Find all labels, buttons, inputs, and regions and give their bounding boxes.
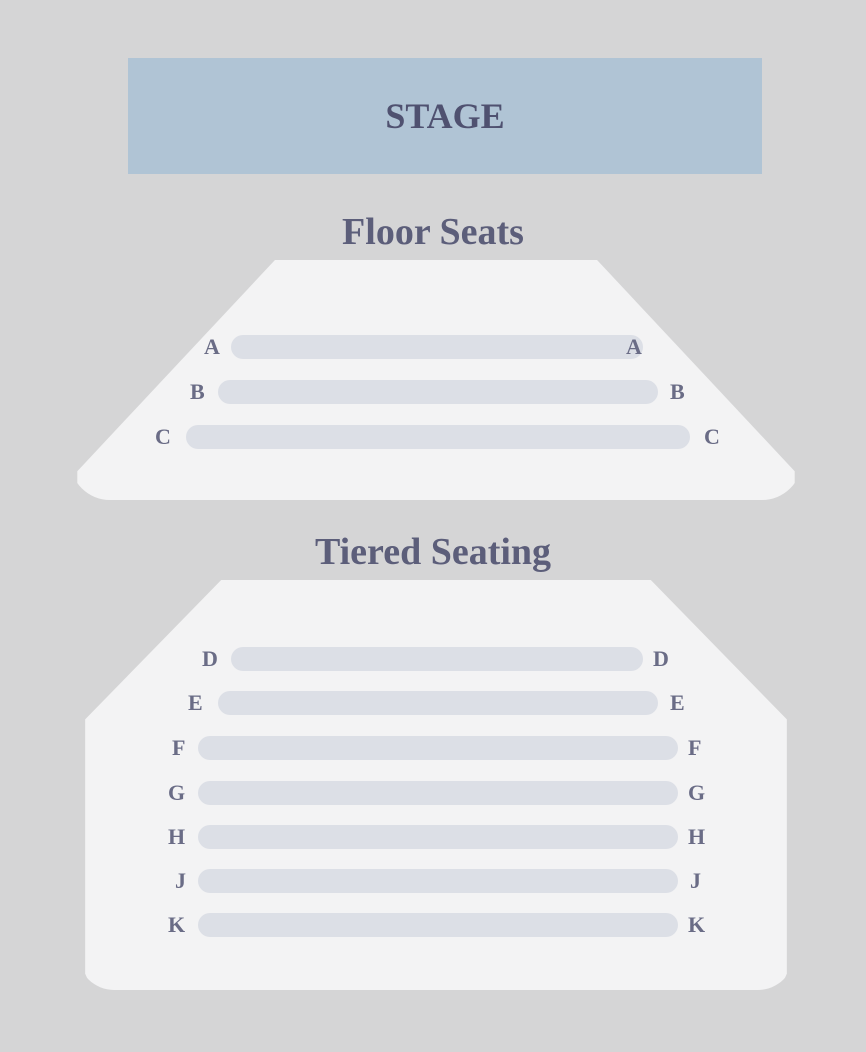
- row-label-right: J: [690, 868, 701, 894]
- row-label-left: E: [188, 690, 203, 716]
- seat-row-bar: [231, 335, 643, 359]
- seat-row-bar: [198, 781, 678, 805]
- seat-row-bar: [198, 825, 678, 849]
- row-label-right: B: [670, 379, 685, 405]
- row-label-left: A: [204, 334, 220, 360]
- seat-row-bar: [218, 691, 658, 715]
- row-label-left: K: [168, 912, 185, 938]
- floor-section-title: Floor Seats: [0, 210, 866, 254]
- seat-row-bar: [218, 380, 658, 404]
- row-label-left: D: [202, 646, 218, 672]
- row-label-right: K: [688, 912, 705, 938]
- row-label-right: H: [688, 824, 705, 850]
- row-label-right: G: [688, 780, 705, 806]
- row-label-left: F: [172, 735, 185, 761]
- row-label-left: C: [155, 424, 171, 450]
- row-label-left: H: [168, 824, 185, 850]
- seat-row-bar: [198, 869, 678, 893]
- stage-block: STAGE: [128, 58, 762, 174]
- seat-row-bar: [198, 913, 678, 937]
- row-label-right: E: [670, 690, 685, 716]
- stage-label: STAGE: [385, 95, 504, 137]
- row-label-left: J: [175, 868, 186, 894]
- row-label-right: C: [704, 424, 720, 450]
- seat-row-bar: [231, 647, 643, 671]
- row-label-right: A: [626, 334, 642, 360]
- seat-row-bar: [198, 736, 678, 760]
- row-label-left: B: [190, 379, 205, 405]
- row-label-right: F: [688, 735, 701, 761]
- seat-row-bar: [186, 425, 690, 449]
- row-label-left: G: [168, 780, 185, 806]
- row-label-right: D: [653, 646, 669, 672]
- tiered-section-title: Tiered Seating: [0, 530, 866, 574]
